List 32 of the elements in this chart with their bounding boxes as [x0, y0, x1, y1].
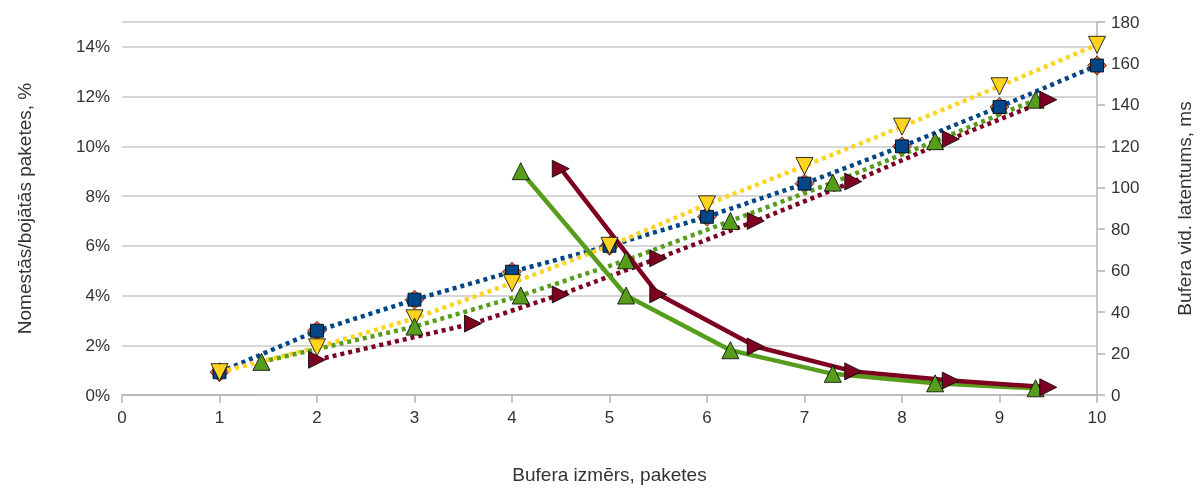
y-tick-label: 4%: [85, 286, 110, 306]
y2-tick-label: 60: [1111, 261, 1130, 281]
x-tick-label: 4: [507, 408, 517, 427]
y-tick-label: 2%: [85, 335, 110, 355]
y2-axis-title: Bufera vid. latentums, ms: [1174, 101, 1195, 316]
x-tick-label: 6: [702, 408, 712, 427]
x-tick-label: 8: [897, 408, 907, 427]
y2-tick-label: 180: [1111, 12, 1140, 32]
y-tick-label: 0%: [85, 385, 110, 405]
y-axis-title: Nomestās/bojātās paketes, %: [14, 82, 35, 335]
x-tick-label: 1: [214, 408, 225, 427]
y2-tick-label: 160: [1111, 53, 1140, 73]
y2-tick-label: 20: [1111, 344, 1130, 364]
y2-tick-label: 120: [1111, 136, 1140, 156]
x-tick-label: 10: [1087, 408, 1107, 427]
x-tick-label: 7: [799, 408, 810, 427]
y-tick-label: 6%: [85, 236, 110, 256]
y2-tick-label: 140: [1111, 95, 1140, 115]
x-tick-label: 9: [994, 408, 1005, 427]
y-tick-label: 12%: [75, 87, 110, 107]
y-tick-label: 10%: [75, 136, 110, 156]
y2-tick-label: 40: [1111, 302, 1130, 322]
y-tick-label: 8%: [85, 186, 110, 206]
y-tick-label: 14%: [75, 37, 110, 57]
x-tick-label: 3: [409, 408, 420, 427]
x-tick-label: 5: [604, 408, 615, 427]
x-tick-label: 2: [312, 408, 322, 427]
y2-tick-label: 100: [1111, 178, 1140, 198]
x-tick-label: 0: [117, 408, 127, 427]
y2-tick-label: 0: [1111, 385, 1121, 405]
x-axis-title: Bufera izmērs, paketes: [512, 464, 707, 485]
y2-tick-label: 80: [1111, 219, 1130, 239]
